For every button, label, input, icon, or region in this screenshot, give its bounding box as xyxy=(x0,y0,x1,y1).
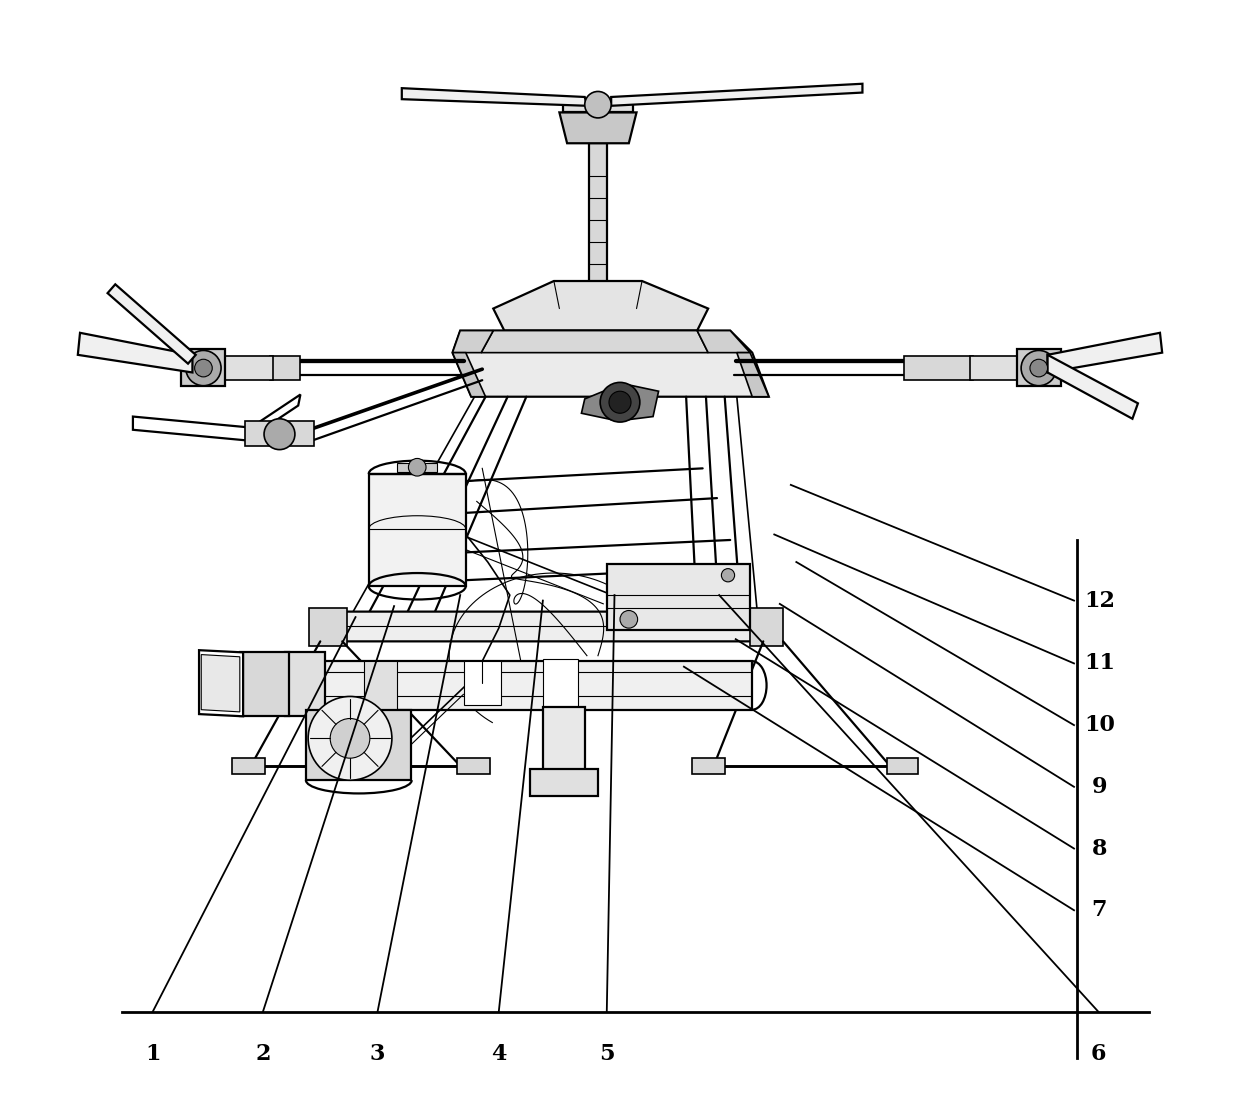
Circle shape xyxy=(600,382,640,422)
Polygon shape xyxy=(269,356,300,380)
Circle shape xyxy=(1021,350,1056,386)
Polygon shape xyxy=(249,395,300,439)
Polygon shape xyxy=(133,417,250,441)
Circle shape xyxy=(609,391,631,413)
Circle shape xyxy=(408,458,427,476)
Polygon shape xyxy=(529,769,598,796)
Polygon shape xyxy=(368,474,466,586)
Polygon shape xyxy=(223,356,273,380)
Circle shape xyxy=(585,91,611,118)
Circle shape xyxy=(264,419,295,450)
Polygon shape xyxy=(1048,355,1138,419)
Polygon shape xyxy=(306,710,410,780)
Polygon shape xyxy=(456,758,490,774)
Text: 2: 2 xyxy=(255,1042,270,1065)
Polygon shape xyxy=(737,353,769,397)
Text: 1: 1 xyxy=(145,1042,160,1065)
Polygon shape xyxy=(453,331,494,353)
Text: 6: 6 xyxy=(1090,1042,1106,1065)
Polygon shape xyxy=(543,659,578,707)
Polygon shape xyxy=(201,655,239,712)
Polygon shape xyxy=(481,331,708,353)
Polygon shape xyxy=(285,652,325,716)
Polygon shape xyxy=(239,652,289,716)
Text: 10: 10 xyxy=(1084,714,1115,736)
Polygon shape xyxy=(543,707,585,771)
Circle shape xyxy=(195,359,212,377)
Polygon shape xyxy=(692,758,724,774)
Text: 7: 7 xyxy=(1091,899,1107,921)
Polygon shape xyxy=(200,650,243,716)
Text: 3: 3 xyxy=(370,1042,386,1065)
Polygon shape xyxy=(365,661,397,710)
Circle shape xyxy=(308,696,392,780)
Polygon shape xyxy=(453,353,486,397)
Polygon shape xyxy=(397,463,436,472)
Polygon shape xyxy=(904,356,972,380)
Polygon shape xyxy=(563,99,634,112)
Polygon shape xyxy=(582,383,658,421)
Polygon shape xyxy=(697,331,750,353)
Circle shape xyxy=(1030,359,1048,377)
Polygon shape xyxy=(559,112,636,143)
Polygon shape xyxy=(453,331,769,397)
Polygon shape xyxy=(606,564,750,630)
Polygon shape xyxy=(311,612,774,641)
Circle shape xyxy=(330,719,370,758)
Polygon shape xyxy=(309,608,347,646)
Text: 8: 8 xyxy=(1091,838,1107,860)
Polygon shape xyxy=(181,349,226,386)
Circle shape xyxy=(722,569,734,582)
Polygon shape xyxy=(246,421,314,446)
Polygon shape xyxy=(1048,333,1162,372)
Polygon shape xyxy=(402,88,587,106)
Text: 5: 5 xyxy=(599,1042,615,1065)
Text: 4: 4 xyxy=(491,1042,506,1065)
Polygon shape xyxy=(317,661,753,710)
Text: 9: 9 xyxy=(1091,776,1107,798)
Polygon shape xyxy=(464,661,501,705)
Text: 12: 12 xyxy=(1084,590,1115,612)
Polygon shape xyxy=(232,758,265,774)
Polygon shape xyxy=(78,333,192,372)
Polygon shape xyxy=(1017,349,1060,386)
Polygon shape xyxy=(494,281,708,331)
Circle shape xyxy=(620,611,637,628)
Polygon shape xyxy=(971,356,1017,380)
Polygon shape xyxy=(750,608,784,646)
Text: 11: 11 xyxy=(1084,652,1115,674)
Polygon shape xyxy=(108,284,196,364)
Polygon shape xyxy=(589,143,606,309)
Polygon shape xyxy=(611,84,863,106)
Circle shape xyxy=(186,350,221,386)
Polygon shape xyxy=(887,758,918,774)
